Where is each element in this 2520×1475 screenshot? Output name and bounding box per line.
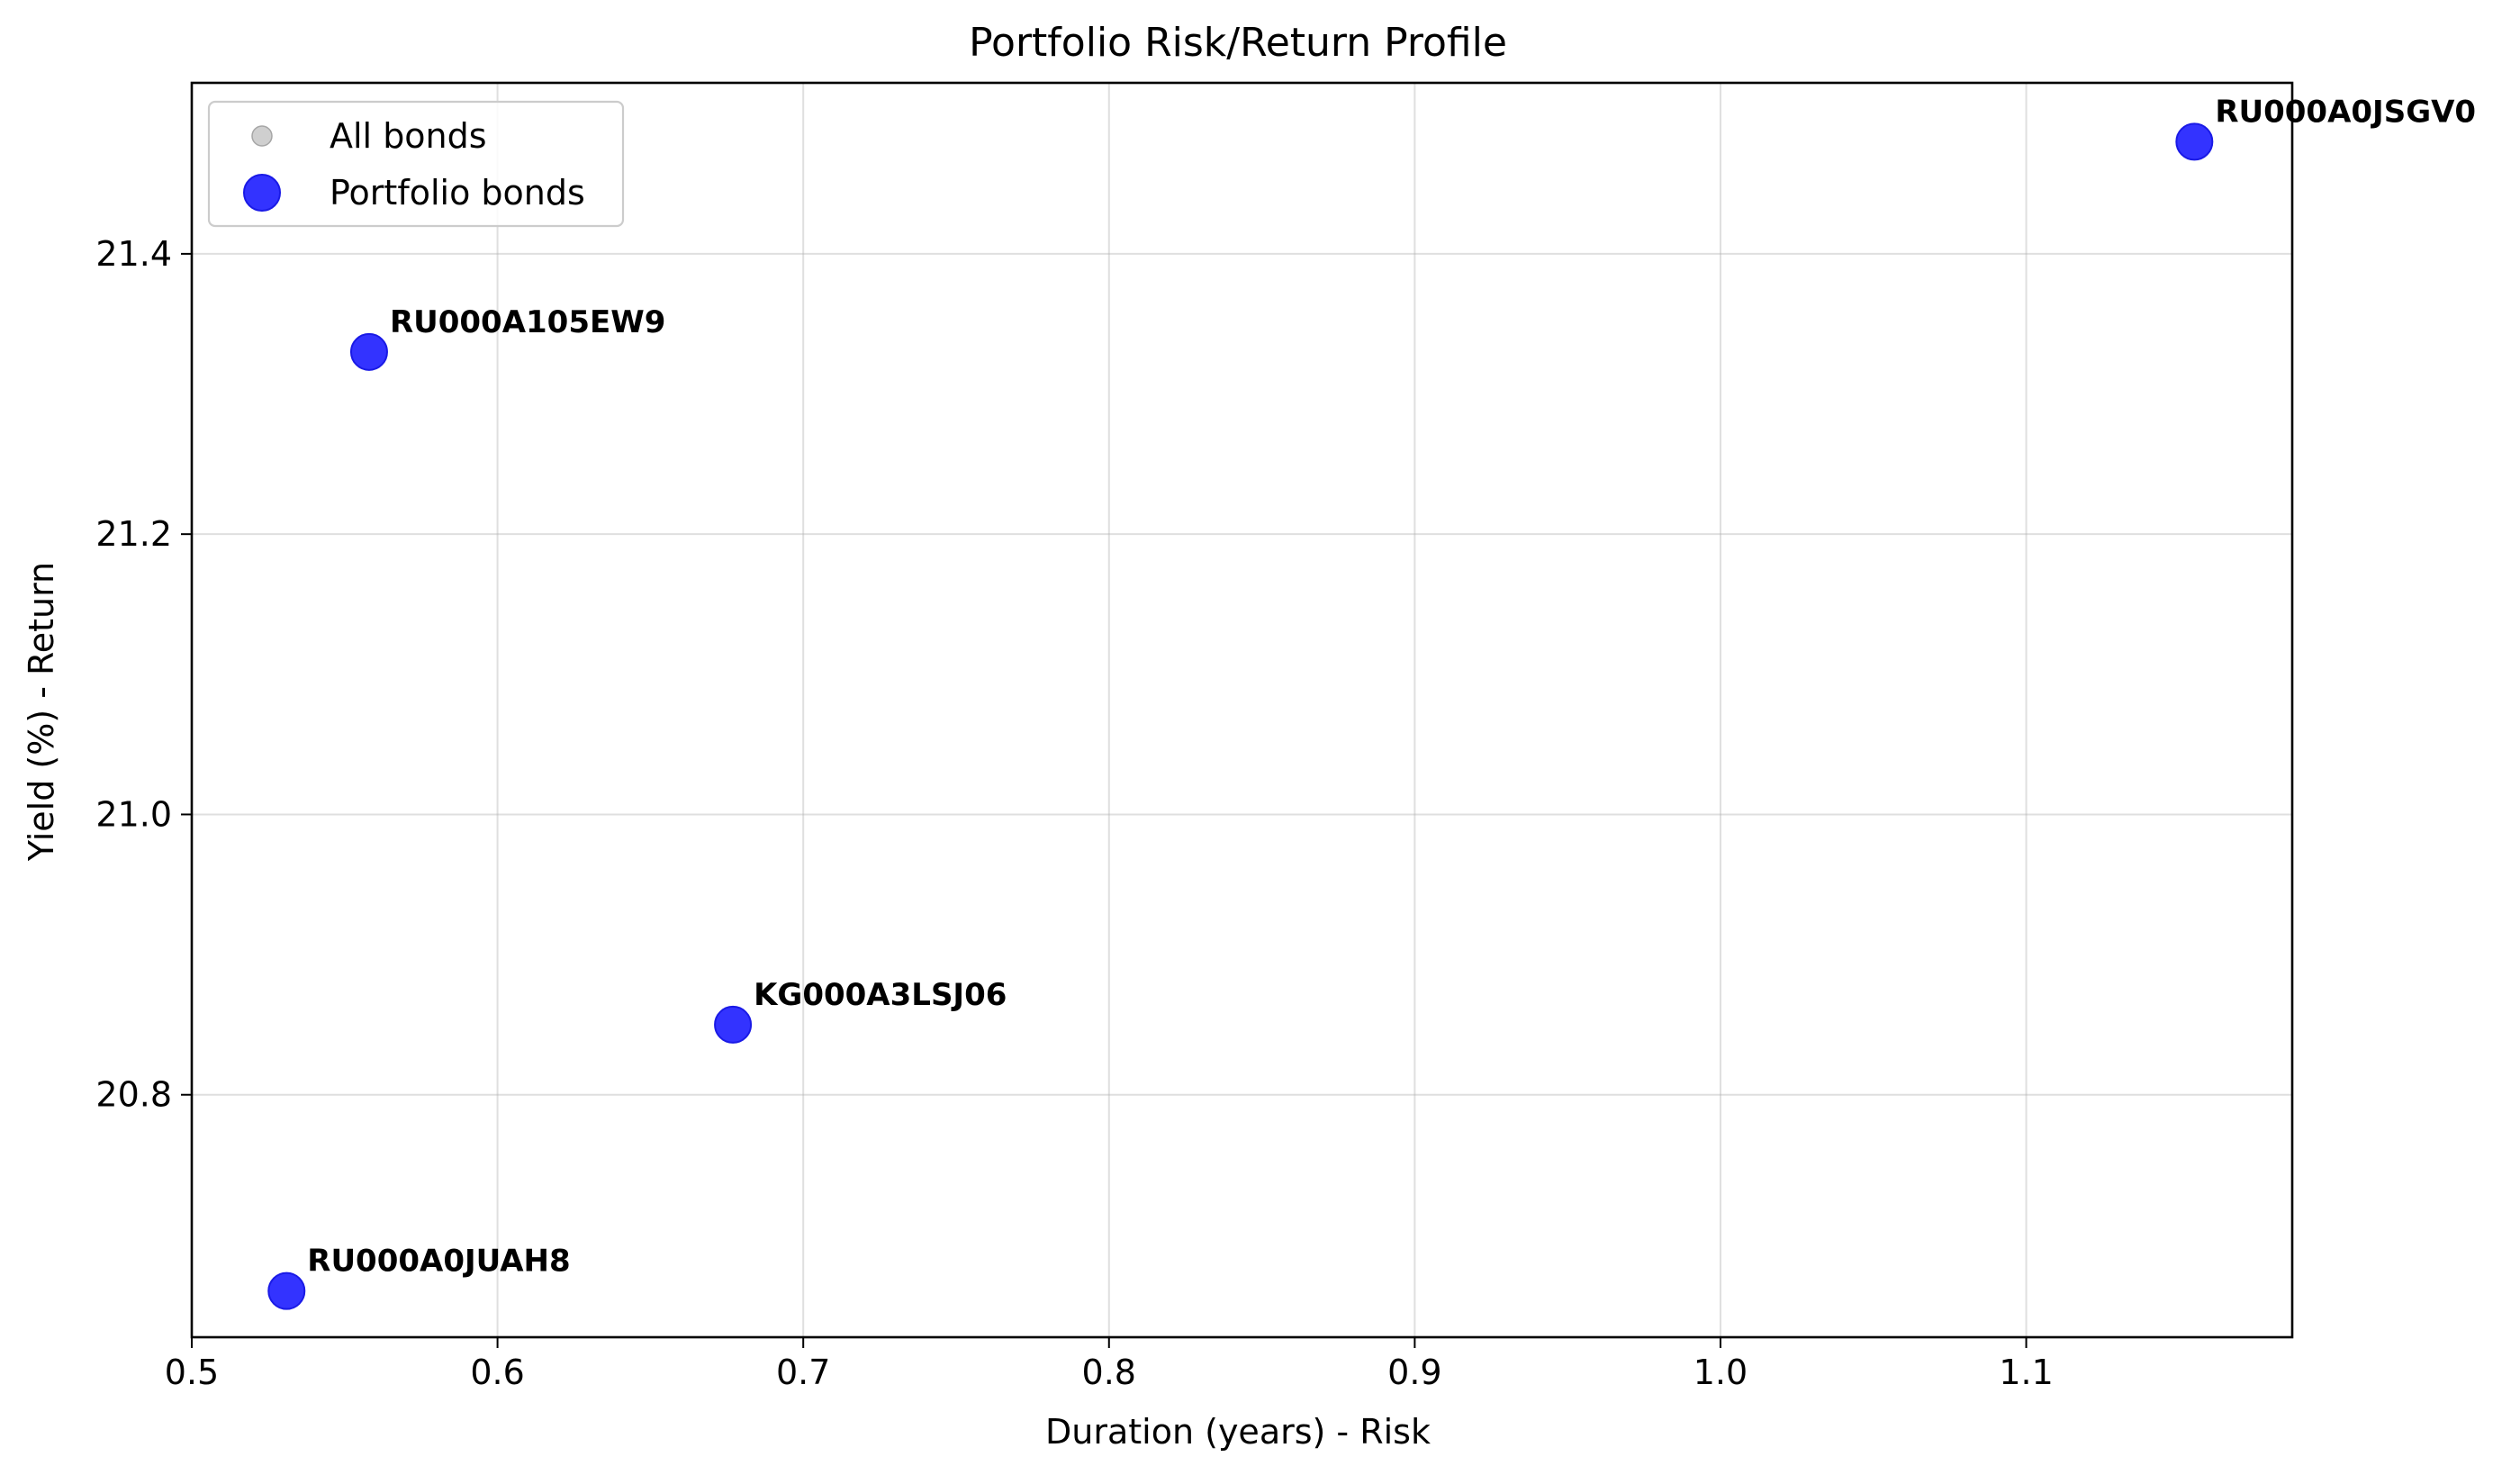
legend-marker-all-bonds xyxy=(251,125,273,147)
x-tick-label: 1.1 xyxy=(1999,1353,2053,1392)
portfolio-bond-point xyxy=(267,1271,306,1310)
point-label: RU000A105EW9 xyxy=(390,304,665,340)
x-axis-label: Duration (years) - Risk xyxy=(1045,1412,1431,1452)
plot-area-frame xyxy=(190,81,2294,1339)
y-tick-label: 21.0 xyxy=(95,794,172,834)
portfolio-bond-point xyxy=(2175,122,2214,161)
x-axis-ticks: 0.5 0.6 0.7 0.8 0.9 1.0 1.1 xyxy=(165,1337,2054,1392)
y-axis-ticks: 20.8 21.0 21.2 21.4 xyxy=(95,234,192,1115)
data-point-labels: RU000A0JSGV0 RU000A105EW9 KG000A3LSJ06 RU00… xyxy=(307,94,2476,1279)
legend-label-all-bonds: All bonds xyxy=(330,116,487,156)
x-tick-label: 0.9 xyxy=(1387,1353,1441,1392)
y-tick-label: 20.8 xyxy=(95,1075,172,1115)
point-label: RU000A0JUAH8 xyxy=(307,1244,570,1280)
x-tick-label: 0.7 xyxy=(776,1353,830,1392)
grid-lines xyxy=(191,83,2292,1337)
point-label: KG000A3LSJ06 xyxy=(754,977,1007,1013)
chart-title: Portfolio Risk/Return Profile xyxy=(969,20,1507,66)
x-tick-label: 0.5 xyxy=(165,1353,219,1392)
legend-box xyxy=(207,100,625,228)
y-tick-label: 21.2 xyxy=(95,514,172,554)
portfolio-bond-point xyxy=(714,1005,753,1044)
legend: All bonds Portfolio bonds xyxy=(207,100,625,228)
legend-marker-portfolio-bonds xyxy=(243,174,281,212)
x-tick-label: 0.8 xyxy=(1082,1353,1136,1392)
data-points xyxy=(267,122,2214,1310)
legend-label-portfolio-bonds: Portfolio bonds xyxy=(330,173,585,213)
y-axis-label: Yield (%) - Return xyxy=(22,562,61,862)
x-tick-label: 1.0 xyxy=(1694,1353,1748,1392)
point-label: RU000A0JSGV0 xyxy=(2215,94,2476,130)
x-tick-label: 0.6 xyxy=(470,1353,524,1392)
y-tick-label: 21.4 xyxy=(95,234,172,274)
portfolio-bond-point xyxy=(349,332,388,371)
